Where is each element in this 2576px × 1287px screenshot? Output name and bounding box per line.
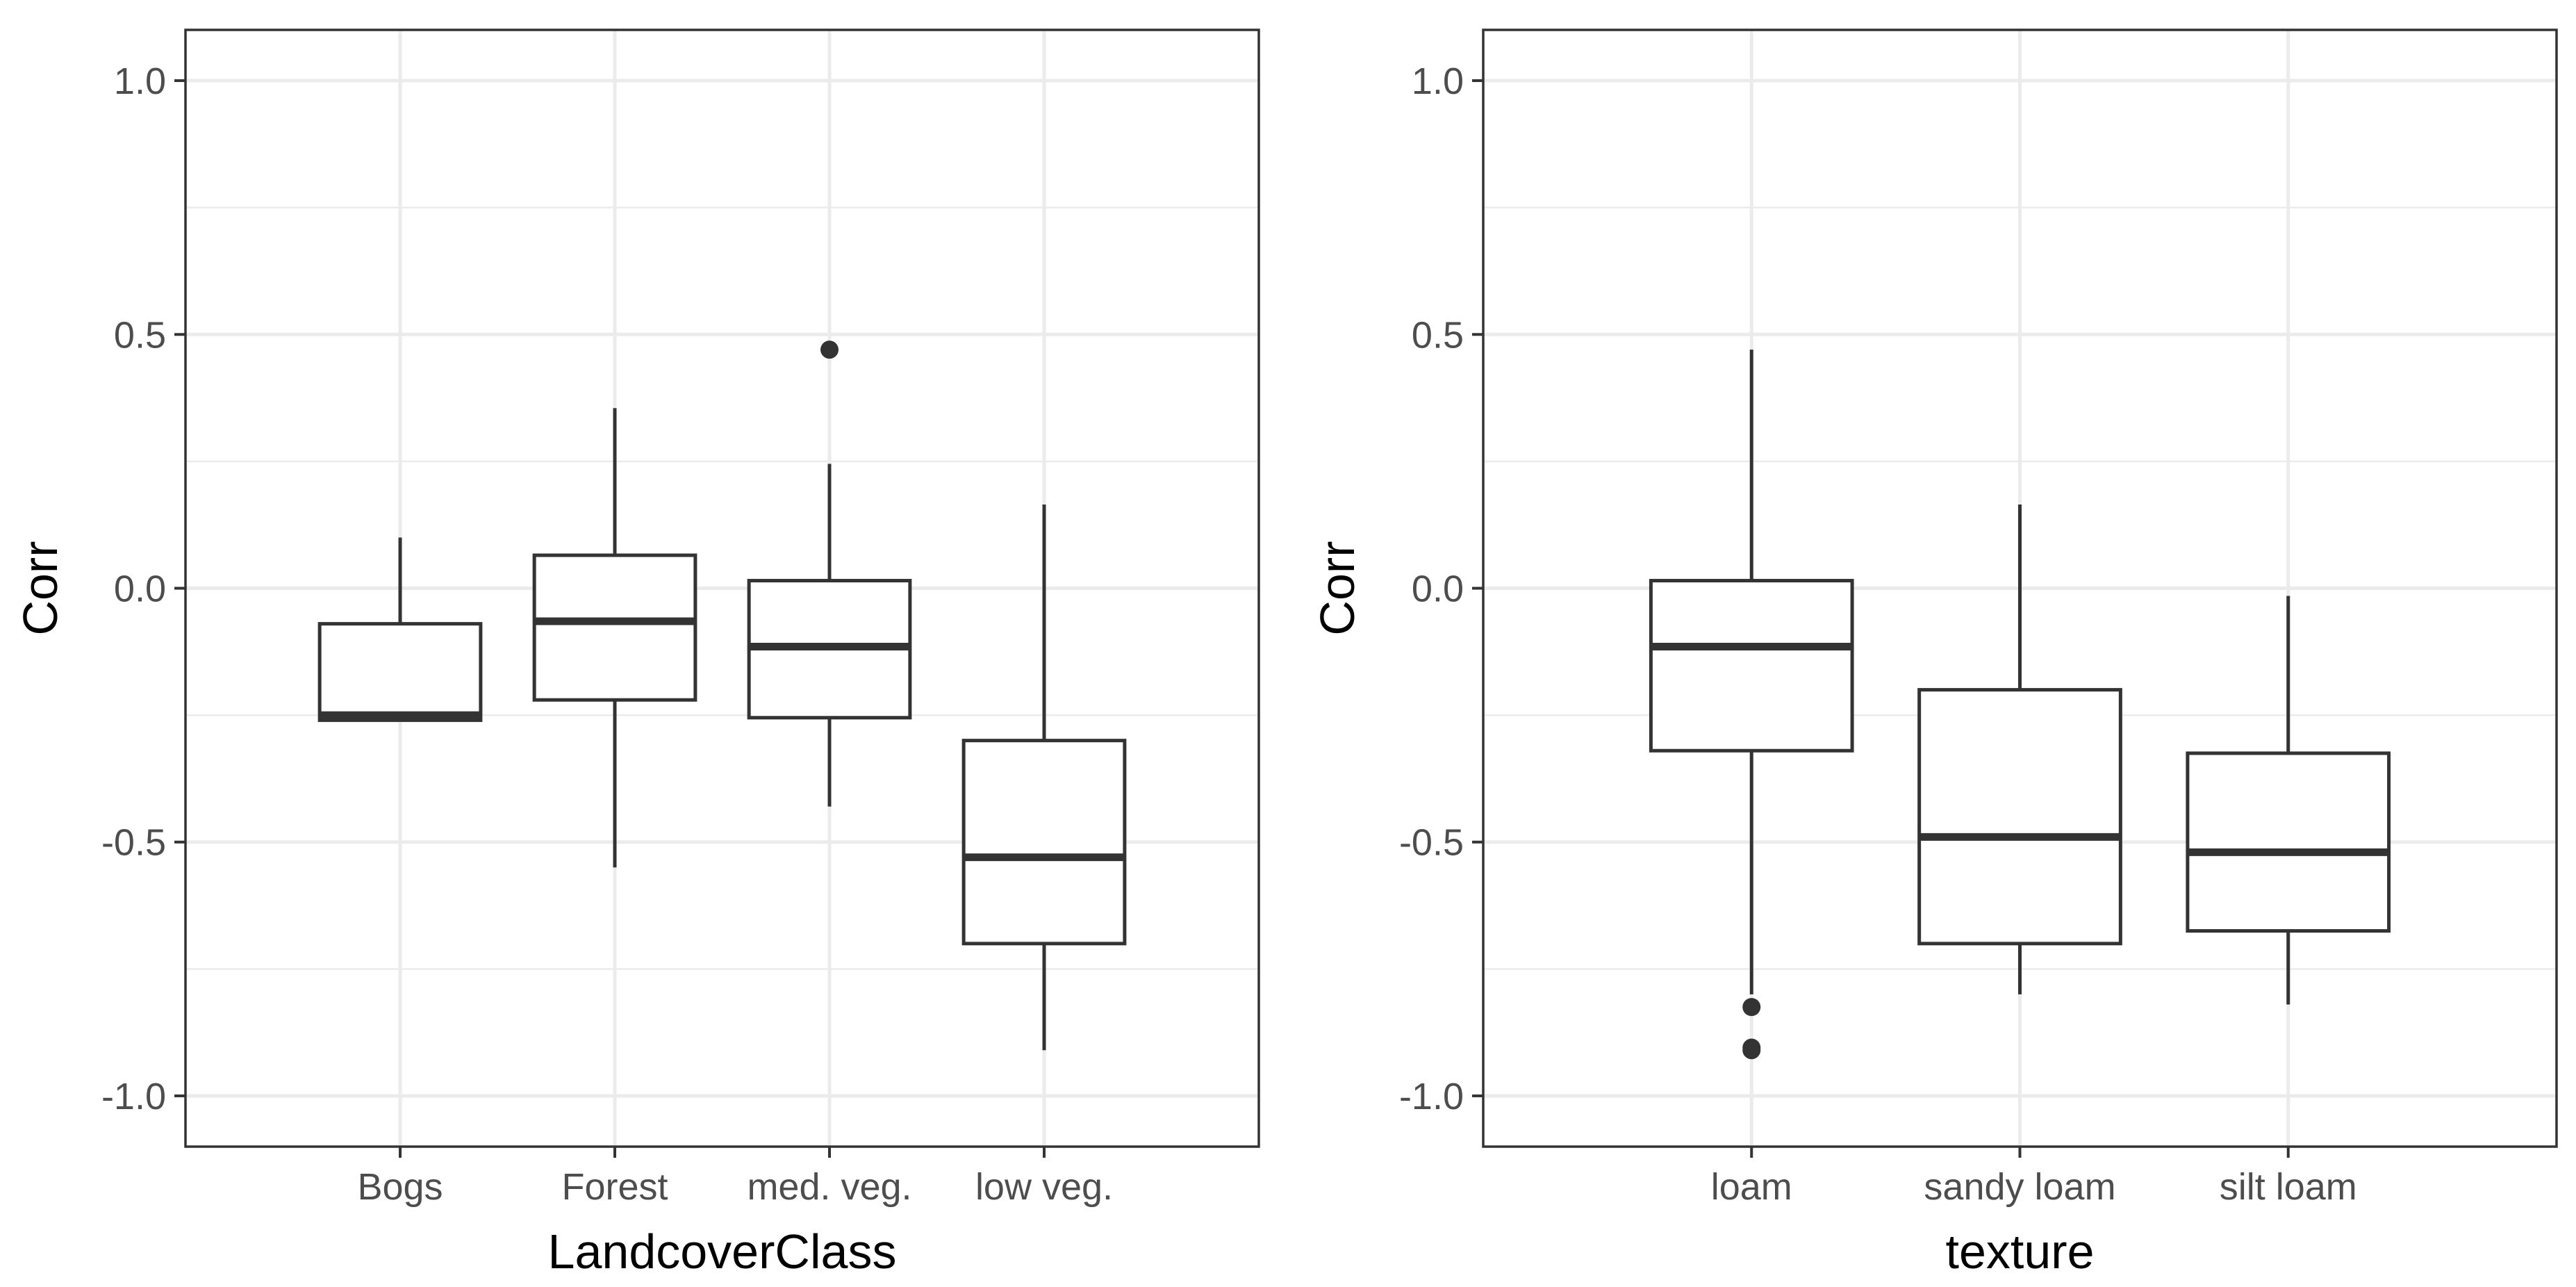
y-tick-label: -1.0 [1399, 1076, 1464, 1117]
box-silt-loam [2186, 751, 2391, 933]
x-tick-label: low veg. [975, 1166, 1113, 1208]
box-forest [532, 553, 697, 702]
box-loam [1649, 579, 1854, 753]
x-tick-label: silt loam [2220, 1166, 2357, 1208]
x-axis-title: texture [1946, 1224, 2095, 1279]
box-bogs [317, 622, 483, 722]
x-axis-title: LandcoverClass [548, 1224, 897, 1279]
box-low-veg- [961, 739, 1127, 946]
y-tick-label: 0.0 [114, 568, 166, 610]
y-tick-label: 0.5 [1412, 314, 1464, 356]
outlier-point [1742, 1041, 1761, 1060]
y-tick-label: 1.0 [114, 60, 166, 102]
y-axis-title: Corr [1310, 541, 1364, 635]
y-tick-label: -0.5 [1399, 822, 1464, 864]
outlier-point [820, 341, 839, 359]
landcover-panel: -1.0 -0.5 0.0 0.5 1.0 Bogs Forest med. veg. low … [13, 28, 1260, 1279]
y-tick-label: 0.5 [114, 314, 166, 356]
x-tick-label: med. veg. [747, 1166, 911, 1208]
y-tick-label: -0.5 [101, 822, 166, 864]
y-axis-title: Corr [13, 541, 67, 635]
outlier-point [1742, 998, 1761, 1017]
x-tick-label: Forest [561, 1166, 668, 1208]
x-tick-label: loam [1711, 1166, 1792, 1208]
x-tick-label: Bogs [357, 1166, 443, 1208]
y-tick-label: 0.0 [1412, 568, 1464, 610]
box-sandy-loam [1917, 688, 2122, 946]
texture-panel: -1.0 -0.5 0.0 0.5 1.0 loam sandy loam silt loam… [1310, 28, 2558, 1279]
y-tick-label: -1.0 [101, 1076, 166, 1117]
y-tick-label: 1.0 [1412, 60, 1464, 102]
x-tick-label: sandy loam [1924, 1166, 2115, 1208]
